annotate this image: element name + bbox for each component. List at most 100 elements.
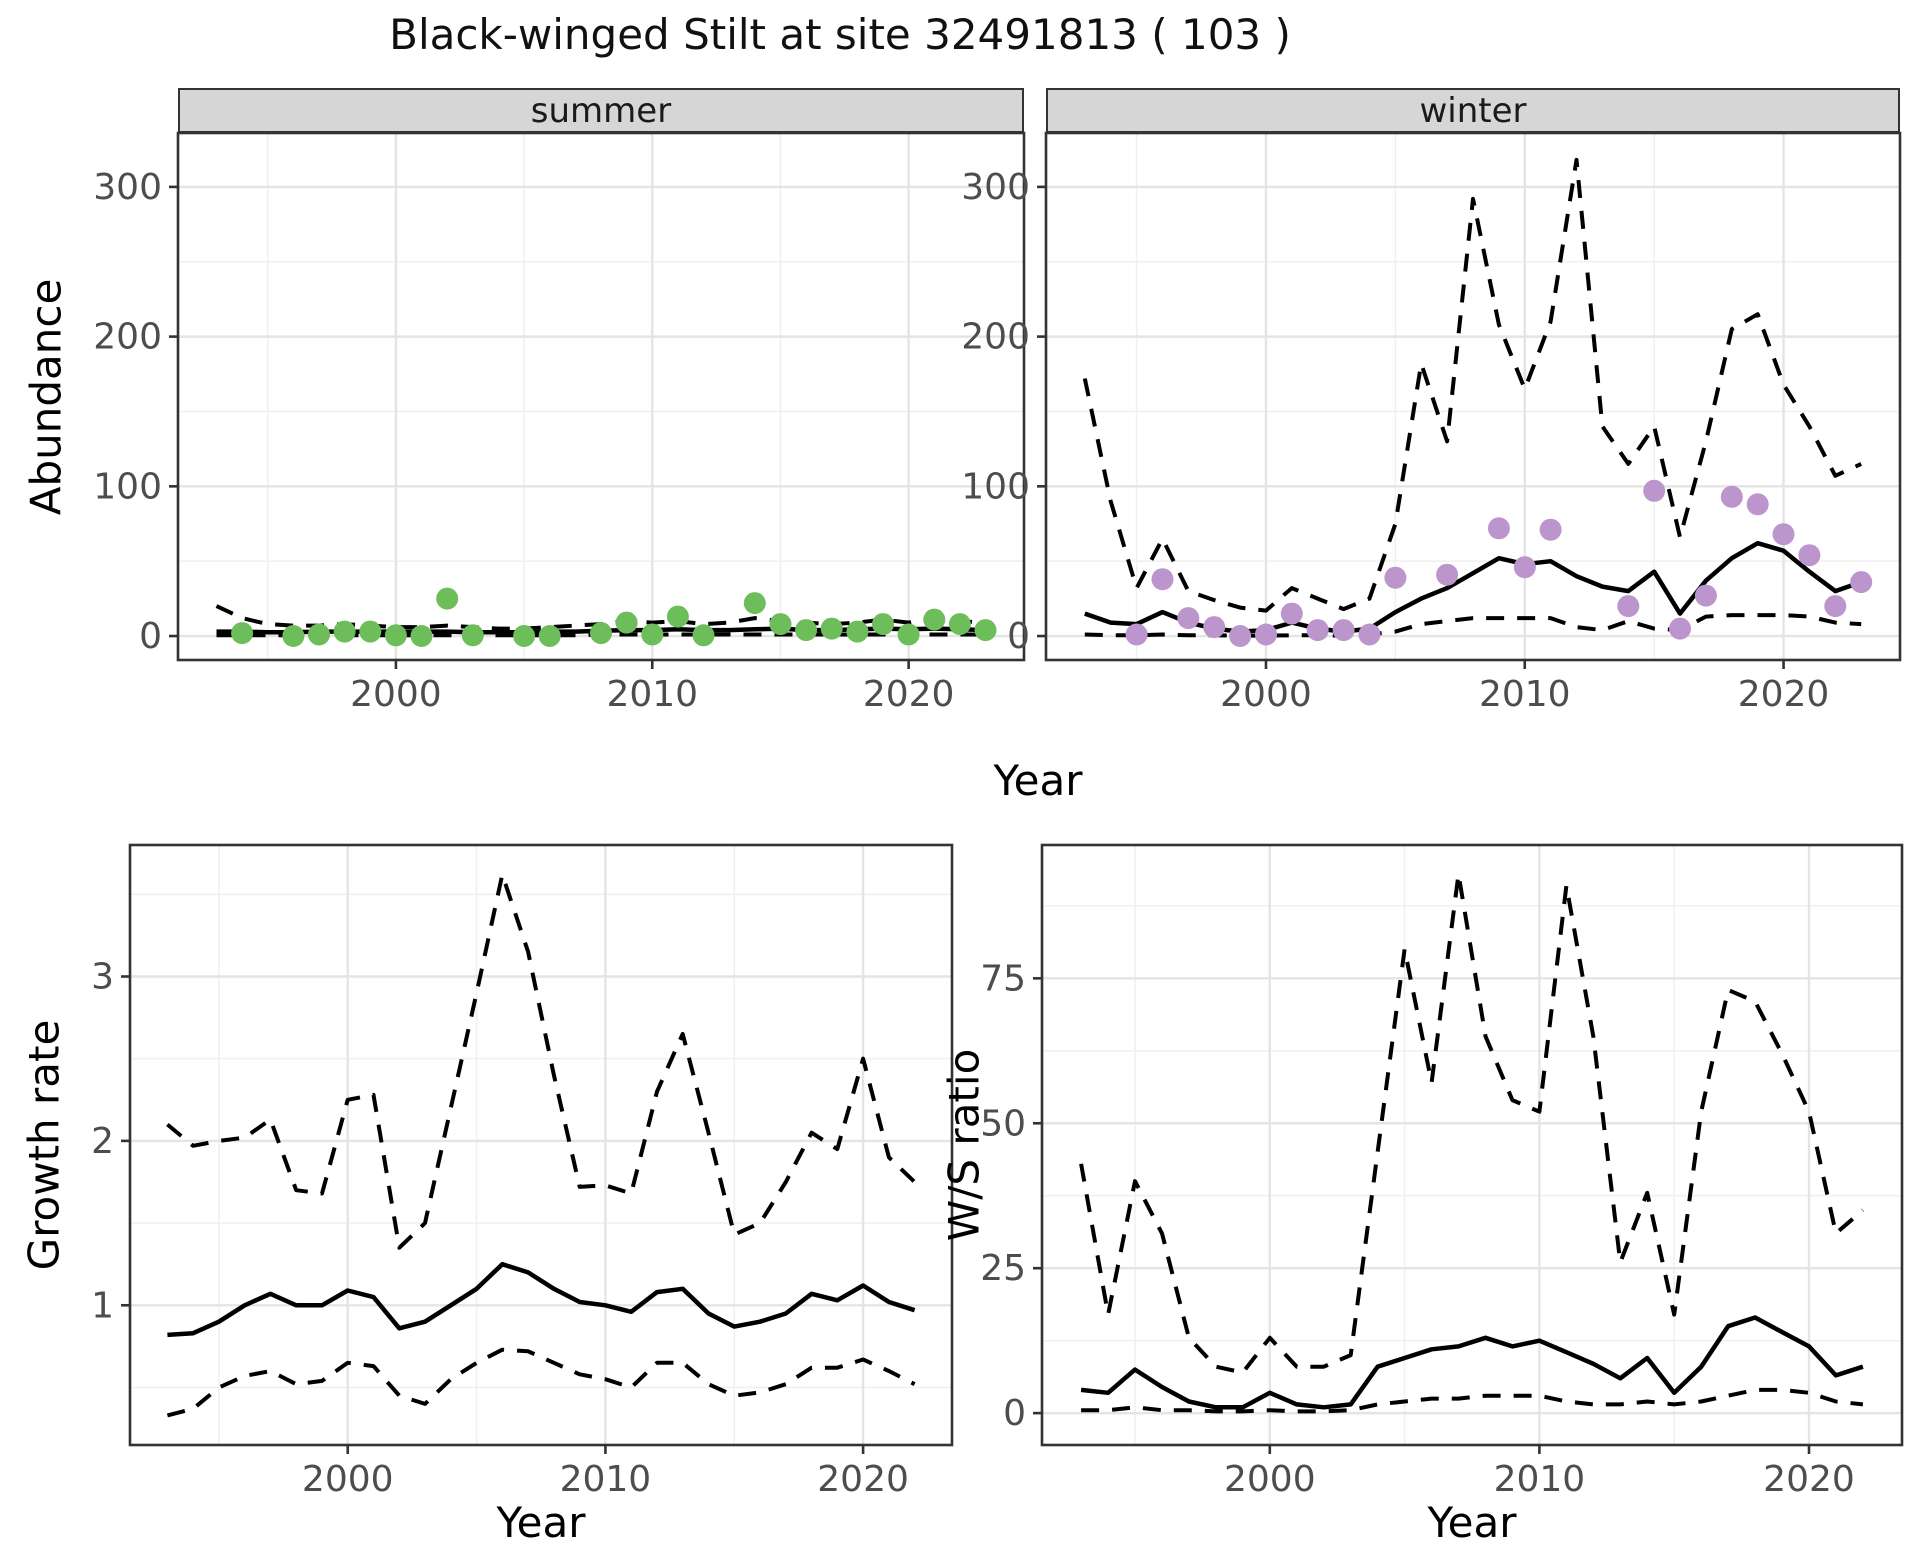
- summer-observed-point-2014: [743, 592, 766, 615]
- winter-observed-point-2016: [1669, 617, 1691, 640]
- summer-observed-point-2015: [769, 613, 792, 636]
- summer-observed-point-1994: [231, 622, 254, 645]
- summer-observed-point-2016: [795, 619, 818, 642]
- winter-observed-point-2002: [1306, 619, 1329, 642]
- summer-points: [231, 587, 997, 647]
- winter-observed-point-1997: [1177, 607, 1200, 630]
- y-tick-label-2: 2: [91, 1121, 114, 1162]
- x-tick-label-2020: 2020: [1738, 674, 1830, 715]
- summer-observed-point-2008: [590, 622, 612, 645]
- winter-observed-point-2015: [1643, 479, 1666, 502]
- winter-observed-point-2017: [1694, 584, 1717, 607]
- winter-observed-point-2021: [1798, 544, 1821, 567]
- panel-background: [178, 133, 1024, 660]
- summer-observed-point-2006: [538, 625, 561, 647]
- summer-observed-point-2022: [948, 613, 971, 636]
- summer-observed-point-2002: [436, 587, 459, 610]
- median-line: [167, 1261, 916, 1338]
- y-tick-label-0: 0: [1007, 616, 1030, 657]
- y-axis-title-abundance: Abundance: [21, 278, 71, 516]
- summer-observed-point-2001: [410, 625, 433, 647]
- panel-border: [1044, 131, 1902, 662]
- summer-panel: 2000 2010 2020 0 100 200 300: [93, 131, 1026, 715]
- winter-observed-point-2010: [1513, 556, 1536, 579]
- summer-observed-point-2003: [461, 624, 484, 647]
- winter-observed-point-2022: [1824, 595, 1847, 618]
- winter-panel: 2000 2010 2020 0 100 200 300: [961, 131, 1902, 715]
- y-tick-label-300: 300: [961, 167, 1030, 208]
- y-tick-label-50: 50: [980, 1103, 1026, 1144]
- x-tick-label-2010: 2010: [606, 674, 698, 715]
- y-tick-label-100: 100: [961, 466, 1030, 507]
- y-tick-label-1: 1: [91, 1285, 114, 1326]
- x-tick-label-2020: 2020: [863, 674, 955, 715]
- winter-observed-point-1998: [1203, 616, 1226, 639]
- summer-observed-point-2005: [513, 625, 536, 647]
- x-tick-label-2000: 2000: [302, 1459, 394, 1500]
- summer-observed-point-2021: [923, 608, 946, 631]
- x-tick-label-2020: 2020: [817, 1459, 909, 1500]
- y-tick-label-0: 0: [139, 616, 162, 657]
- summer-observed-point-2019: [872, 613, 894, 636]
- winter-observed-point-2014: [1617, 595, 1640, 618]
- y-tick-label-300: 300: [93, 167, 162, 208]
- y-tick-label-200: 200: [93, 317, 162, 358]
- winter-observed-point-2003: [1332, 619, 1355, 642]
- winter-observed-point-2011: [1539, 518, 1562, 541]
- x-tick-label-2010: 2010: [1494, 1459, 1586, 1500]
- winter-observed-point-2000: [1255, 623, 1277, 646]
- winter-observed-point-2004: [1358, 623, 1381, 646]
- x-tick-label-2010: 2010: [560, 1459, 652, 1500]
- panel-background: [1046, 133, 1900, 660]
- y-tick-label-200: 200: [961, 317, 1030, 358]
- y-tick-label-3: 3: [91, 957, 114, 998]
- winter-observed-point-2020: [1772, 523, 1795, 546]
- x-tick-label-2000: 2000: [1224, 1459, 1316, 1500]
- summer-observed-point-2023: [974, 619, 997, 642]
- summer-observed-point-1997: [308, 623, 330, 646]
- facet-label-winter: winter: [1419, 90, 1527, 131]
- x-axis-title-year-top: Year: [993, 756, 1083, 805]
- facet-strip-summer: summer: [178, 88, 1024, 133]
- winter-observed-point-1996: [1151, 568, 1174, 591]
- winter-upper-ci-line: [1082, 157, 1863, 613]
- x-tick-label-2000: 2000: [350, 674, 442, 715]
- panel-background: [130, 845, 952, 1445]
- winter-observed-point-1995: [1125, 623, 1148, 646]
- summer-observed-point-2010: [641, 623, 664, 646]
- summer-observed-point-2020: [897, 623, 920, 646]
- facet-label-summer: summer: [530, 90, 672, 131]
- x-tick-label-2000: 2000: [1220, 674, 1312, 715]
- winter-observed-point-2018: [1720, 485, 1743, 508]
- panel-border: [128, 843, 954, 1447]
- median-line: [1080, 1315, 1864, 1410]
- summer-observed-point-2011: [666, 605, 689, 628]
- lower-ci-line: [1081, 1387, 1864, 1414]
- upper-ci-line: [1079, 872, 1865, 1375]
- series-lines: [1079, 872, 1865, 1414]
- x-axis-title-year-ws: Year: [1427, 1498, 1517, 1547]
- summer-observed-point-2000: [384, 624, 407, 647]
- summer-observed-point-2009: [615, 611, 638, 634]
- series-lines: [166, 872, 916, 1418]
- y-tick-label-75: 75: [980, 958, 1026, 999]
- y-tick-label-100: 100: [93, 466, 162, 507]
- winter-observed-point-2023: [1850, 571, 1873, 594]
- panel-border: [1040, 843, 1904, 1447]
- x-tick-label-2010: 2010: [1479, 674, 1571, 715]
- winter-observed-point-2019: [1746, 493, 1769, 516]
- panel-border: [176, 131, 1026, 662]
- y-axis-title-growth-rate: Growth rate: [19, 1019, 69, 1271]
- upper-ci-line: [166, 872, 916, 1250]
- summer-observed-point-2018: [846, 620, 869, 643]
- summer-observed-point-2012: [692, 624, 715, 647]
- x-axis-title-year-growth: Year: [496, 1498, 586, 1547]
- summer-observed-point-1999: [359, 620, 382, 643]
- chart-title: Black-winged Stilt at site 32491813 ( 10…: [389, 10, 1291, 59]
- lower-ci-line: [166, 1347, 916, 1418]
- winter-observed-point-2007: [1436, 563, 1459, 586]
- summer-observed-point-2017: [820, 617, 843, 640]
- facet-strip-winter: winter: [1046, 88, 1900, 133]
